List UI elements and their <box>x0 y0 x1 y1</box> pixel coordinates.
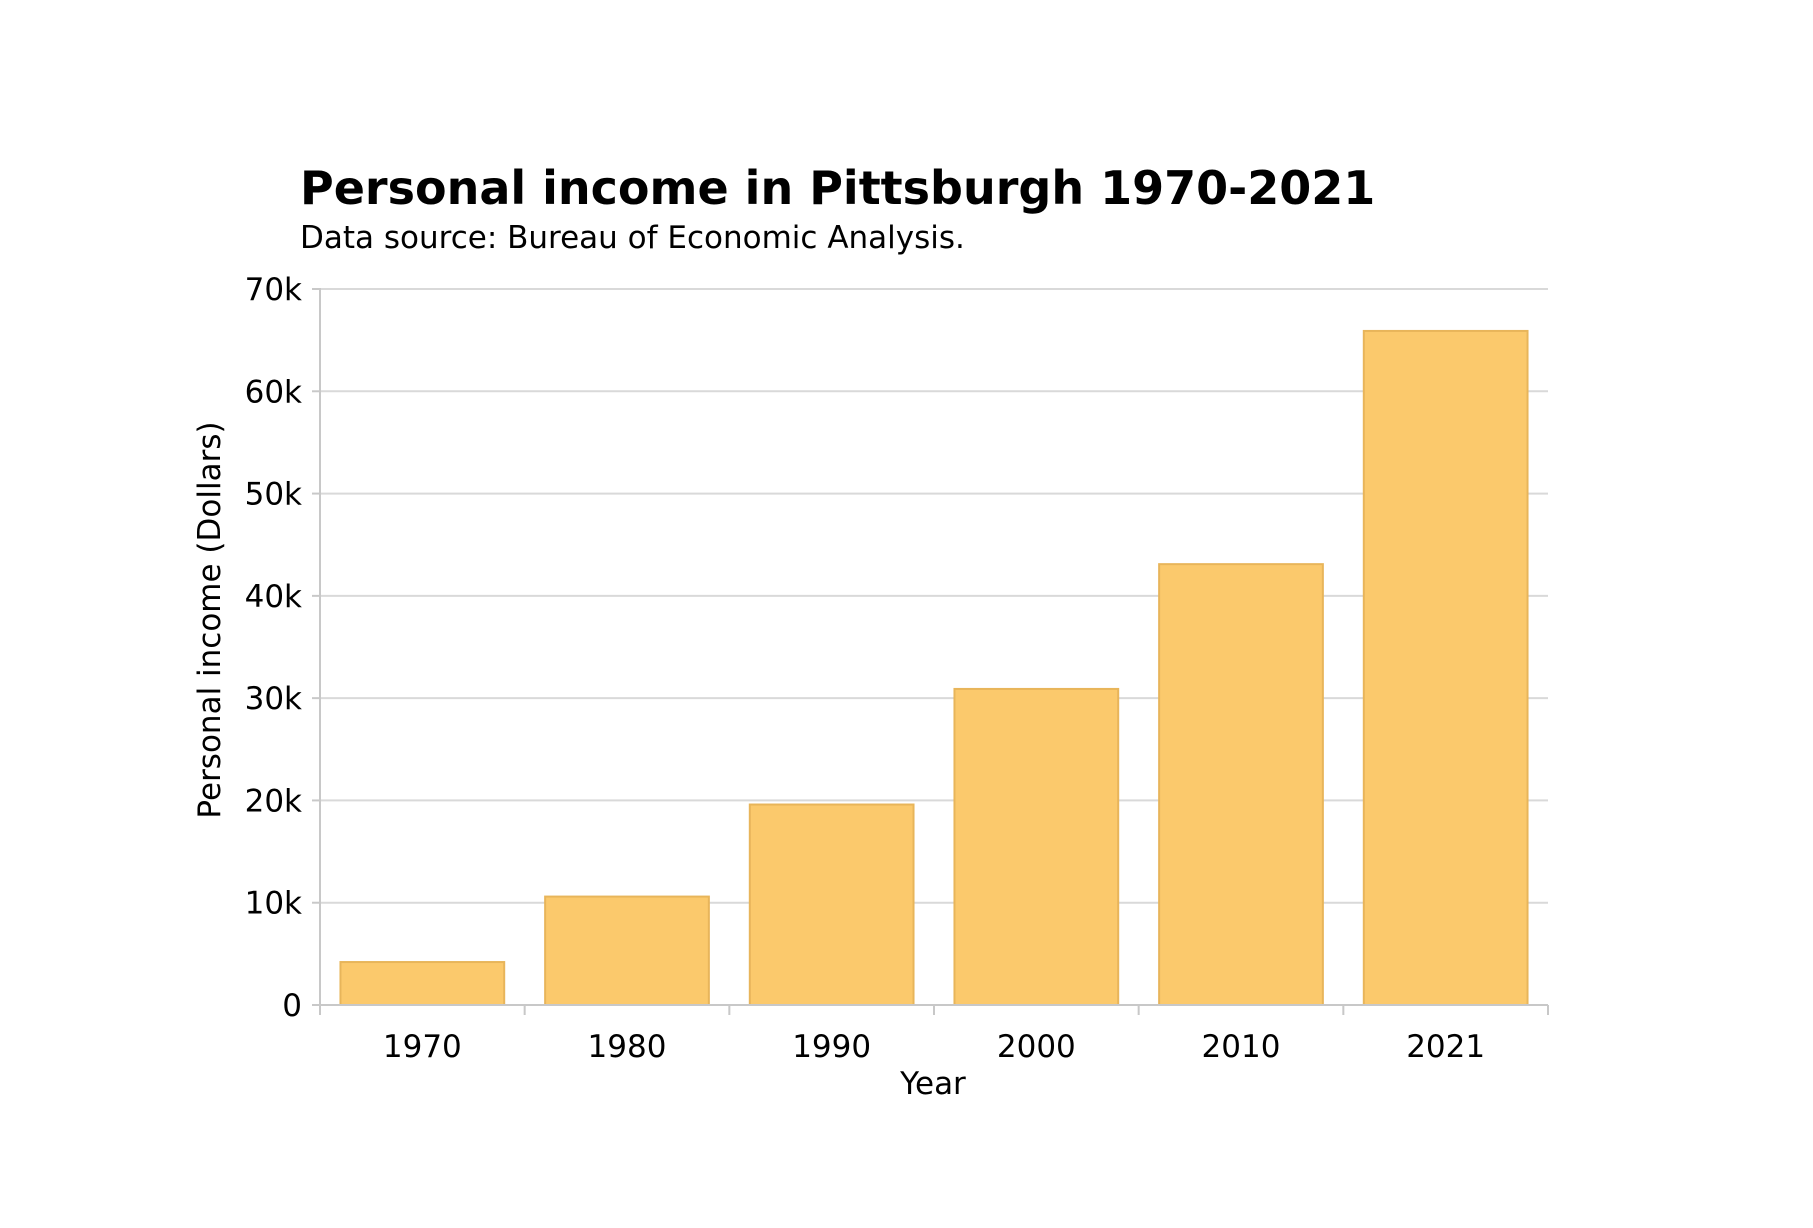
bar-2010 <box>1158 563 1324 1006</box>
bar-2021 <box>1362 329 1529 1006</box>
x-tick-label: 2010 <box>1202 1029 1281 1065</box>
x-tick-label: 1990 <box>792 1029 871 1065</box>
x-axis-ticks: 1970 1980 1990 2000 2010 2021 <box>383 1029 1485 1065</box>
y-axis-ticks: 0 10k 20k 30k 40k 50k 60k 70k <box>245 272 302 1024</box>
bars <box>339 329 1529 1007</box>
chart-subtitle: Data source: Bureau of Economic Analysis… <box>300 220 965 256</box>
x-tick-label: 1980 <box>588 1029 667 1065</box>
y-tick-label: 70k <box>245 272 302 308</box>
gridlines <box>320 288 1548 904</box>
x-tick-label: 2000 <box>997 1029 1076 1065</box>
y-tick-label: 30k <box>245 681 302 717</box>
y-tick-label: 50k <box>245 477 302 513</box>
y-axis-label: Personal income (Dollars) <box>192 421 228 818</box>
bar-2000 <box>953 687 1120 1006</box>
chart-title: Personal income in Pittsburgh 1970-2021 <box>300 161 1375 215</box>
y-tick-label: 60k <box>245 374 302 410</box>
x-tick-label: 2021 <box>1406 1029 1485 1065</box>
y-tick-label: 20k <box>245 783 302 819</box>
bar-1990 <box>748 803 915 1007</box>
y-tick-label: 0 <box>282 988 302 1024</box>
x-tick-label: 1970 <box>383 1029 462 1065</box>
y-tick-label: 10k <box>245 886 302 922</box>
y-tick-label: 40k <box>245 579 302 615</box>
bar-1980 <box>544 895 710 1007</box>
axes <box>312 288 1549 1015</box>
bar-1970 <box>339 961 506 1006</box>
x-axis-label: Year <box>899 1066 966 1102</box>
